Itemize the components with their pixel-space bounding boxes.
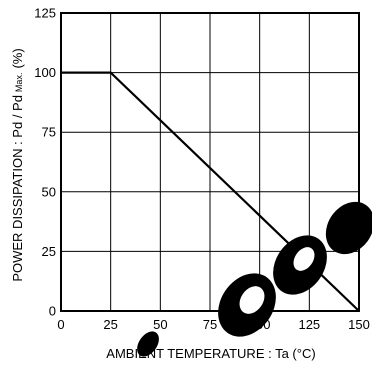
- x-tick-label: 75: [203, 317, 217, 332]
- watermark-graphic: [137, 201, 372, 357]
- y-tick-label: 0: [49, 304, 56, 319]
- x-tick-label: 50: [153, 317, 167, 332]
- x-tick-label: 150: [348, 317, 370, 332]
- y-tick-label: 125: [34, 6, 56, 21]
- y-tick-labels: 0 25 50 75 100 125: [34, 6, 56, 319]
- y-axis-label-unit: (%): [10, 48, 25, 68]
- x-tick-label: 25: [103, 317, 117, 332]
- series-group: [61, 71, 360, 312]
- y-tick-label: 25: [42, 244, 56, 259]
- x-axis-label: AMBIENT TEMPERATURE : Ta (°C): [106, 346, 315, 361]
- y-axis-label-sub: Max.: [14, 73, 24, 93]
- y-tick-label: 50: [42, 184, 56, 199]
- x-tick-label: 0: [57, 317, 64, 332]
- y-axis-label-main: POWER DISSIPATION : Pd / Pd: [10, 95, 25, 282]
- plot-frame: [60, 12, 360, 312]
- x-tick-label: 125: [298, 317, 320, 332]
- derating-line: [61, 71, 360, 312]
- y-tick-label: 100: [34, 65, 56, 80]
- y-axis-label: POWER DISSIPATION : Pd / Pd Max. (%): [10, 48, 25, 281]
- y-tick-label: 75: [42, 125, 56, 140]
- x-tick-labels: 0255075100125150: [57, 317, 369, 332]
